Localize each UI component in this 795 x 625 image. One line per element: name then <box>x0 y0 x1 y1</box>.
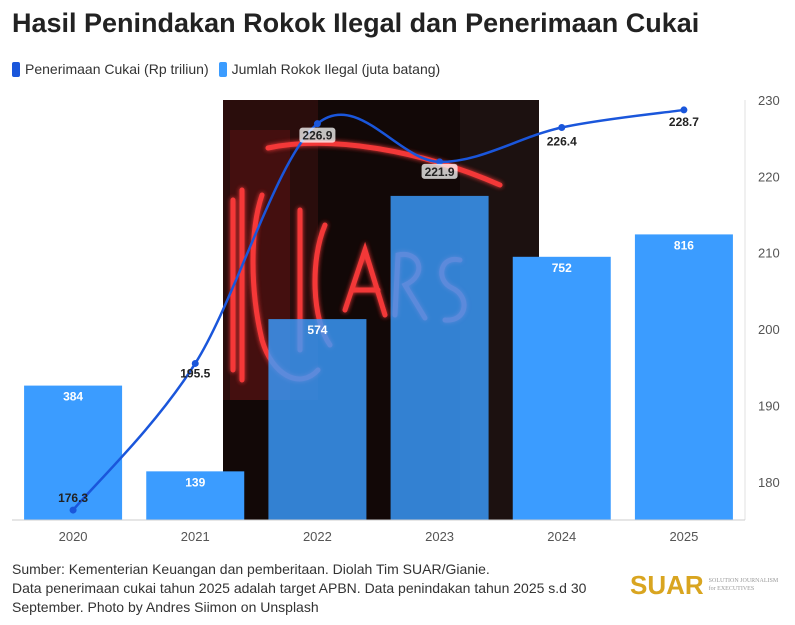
cukai-point-2024 <box>558 123 566 131</box>
suar-logo: SUAR SOLUTION JOURNALISM for EXECUTIVES <box>630 567 778 603</box>
logo-word: SUAR <box>630 569 704 600</box>
logo-tagline-1: SOLUTION JOURNALISM <box>708 578 779 584</box>
cukai-label-2022: 226.9 <box>302 129 332 143</box>
bar-2021 <box>146 471 245 520</box>
cukai-point-2023 <box>436 158 444 166</box>
bar-label-2021: 139 <box>185 475 205 489</box>
right-tick-180: 180 <box>758 475 780 490</box>
logo-tagline-2: for EXECUTIVES <box>708 586 755 592</box>
cukai-label-2024: 226.4 <box>547 134 577 148</box>
x-tick-2024: 2024 <box>547 529 576 544</box>
right-tick-210: 210 <box>758 246 780 261</box>
right-tick-200: 200 <box>758 322 780 337</box>
bar-label-2024: 752 <box>552 261 572 275</box>
line-series <box>69 106 688 514</box>
cukai-point-2020 <box>69 506 77 514</box>
right-axis-ticks: 180 190 200 210 220 230 <box>758 93 780 490</box>
cukai-label-bg-2023 <box>421 163 458 179</box>
cukai-point-2022 <box>313 120 321 128</box>
bar-label-2025: 816 <box>674 238 694 252</box>
cukai-point-2025 <box>680 106 688 114</box>
right-tick-190: 190 <box>758 398 780 413</box>
x-tick-2021: 2021 <box>181 529 210 544</box>
legend: Penerimaan Cukai (Rp triliun) Jumlah Rok… <box>12 60 450 78</box>
x-axis-ticks: 2020 2021 2022 2023 2024 2025 <box>59 529 699 544</box>
legend-label-cukai: Penerimaan Cukai (Rp triliun) <box>25 61 209 77</box>
chart-title: Hasil Penindakan Rokok Ilegal dan Peneri… <box>12 8 700 38</box>
cukai-label-2025: 228.7 <box>669 115 699 129</box>
bar-2025 <box>634 234 733 520</box>
bar-2024 <box>512 256 611 520</box>
x-tick-2025: 2025 <box>669 529 698 544</box>
legend-swatch-rokok <box>218 61 227 77</box>
line-labels: 176.3 195.5 226.9 221.9 226.4 228.7 <box>58 115 699 505</box>
x-tick-2023: 2023 <box>425 529 454 544</box>
x-tick-2022: 2022 <box>303 529 332 544</box>
legend-swatch-cukai <box>12 61 20 77</box>
cukai-point-2021 <box>191 359 199 367</box>
cukai-label-2020: 176.3 <box>58 491 88 505</box>
right-tick-230: 230 <box>758 93 780 108</box>
footer-line-3: September. Photo by Andres Siimon on Uns… <box>12 599 319 615</box>
bar-2020 <box>24 385 123 520</box>
cukai-label-2021: 195.5 <box>180 366 210 380</box>
legend-item-rokok: Jumlah Rokok Ilegal (juta batang) <box>218 61 441 77</box>
footer-source: Sumber: Kementerian Keuangan dan pemberi… <box>12 560 622 617</box>
combo-chart: 384 139 574 752 816 176.3 195.5 226.9 221.9 226.… <box>12 93 780 544</box>
logo-tagline: SOLUTION JOURNALISM for EXECUTIVES <box>709 577 779 593</box>
bar-label-2020: 384 <box>63 390 83 404</box>
bar-2023 <box>390 195 489 520</box>
x-tick-2020: 2020 <box>59 529 88 544</box>
footer-line-1: Sumber: Kementerian Keuangan dan pemberi… <box>12 561 490 577</box>
bar-2022 <box>268 319 367 520</box>
footer-line-2: Data penerimaan cukai tahun 2025 adalah … <box>12 580 587 596</box>
bar-labels: 384 139 574 752 816 <box>63 238 694 489</box>
cukai-label-bg-2022 <box>299 127 336 143</box>
cukai-label-2023: 221.9 <box>425 165 455 179</box>
legend-item-cukai: Penerimaan Cukai (Rp triliun) <box>12 61 209 77</box>
bar-series <box>24 195 733 520</box>
legend-label-rokok: Jumlah Rokok Ilegal (juta batang) <box>231 61 441 77</box>
right-tick-220: 220 <box>758 169 780 184</box>
bar-label-2022: 574 <box>307 323 327 337</box>
